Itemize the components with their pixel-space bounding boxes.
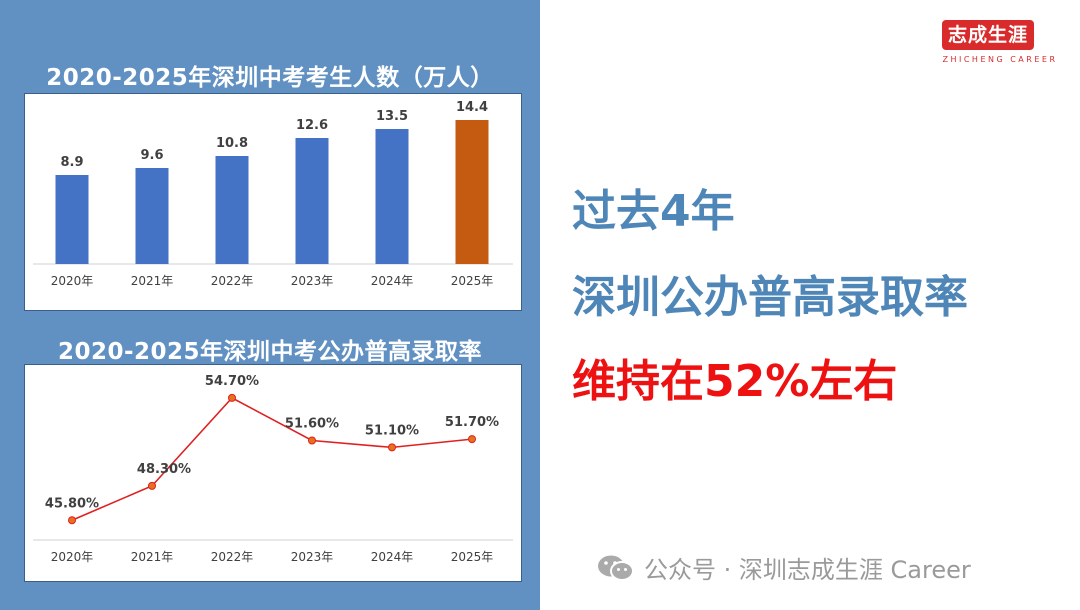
line-value-label: 51.60% [285, 417, 339, 432]
logo-badge: 志成生涯 [942, 20, 1035, 50]
bar-value-label: 13.5 [376, 109, 408, 124]
bar-value-label: 9.6 [140, 148, 163, 163]
bar-x-tick-label: 2025年 [451, 274, 494, 288]
bar [375, 129, 409, 264]
data-point [148, 481, 156, 490]
series-line [71, 396, 473, 521]
data-point [388, 443, 396, 452]
line-value-label: 51.70% [445, 415, 499, 430]
data-point [68, 516, 76, 525]
logo: 志成生涯 ZHICHENG CAREER [940, 20, 1060, 68]
bar-value-label: 10.8 [216, 136, 248, 151]
line-value-label: 45.80% [45, 496, 99, 511]
logo-subtitle: ZHICHENG CAREER [942, 55, 1058, 64]
bar-value-label: 14.4 [456, 100, 488, 115]
bar-chart: 8.9 2020年 9.6 2021年 10.8 2022年 12.6 2023年 13.5 20… [33, 100, 513, 288]
line-x-tick-label: 2024年 [371, 550, 414, 564]
bar-x-tick-label: 2022年 [211, 274, 254, 288]
line-x-tick-label: 2021年 [131, 550, 174, 564]
headline-line-2: 深圳公办普高录取率 [572, 272, 968, 323]
bar [295, 138, 329, 264]
line-value-label: 48.30% [137, 462, 191, 477]
bar-value-label: 8.9 [60, 155, 83, 170]
bar-x-tick-label: 2023年 [291, 274, 334, 288]
line-chart-title: 2020-2025年深圳中考公办普高录取率 [57, 339, 483, 365]
line-value-label: 54.70% [205, 374, 259, 389]
line-x-tick-label: 2020年 [51, 550, 94, 564]
line-x-tick-label: 2025年 [451, 550, 494, 564]
bar-chart-title: 2020-2025年深圳中考考生人数（万人） [46, 65, 494, 91]
bar-x-tick-label: 2024年 [371, 274, 414, 288]
bar [55, 175, 89, 264]
headline-line-3: 维持在52%左右 [572, 356, 898, 407]
data-point [308, 436, 316, 445]
bar-x-tick-label: 2020年 [51, 274, 94, 288]
bar-value-label: 12.6 [296, 118, 328, 133]
left-panel: 2020-2025年深圳中考考生人数（万人） 8.9 2020年 9.6 2021年 1… [0, 0, 540, 610]
bar [135, 168, 169, 264]
line-chart-box: 45.80% 2020年 48.30% 2021年 54.70% 2022年 51.60% 2… [24, 364, 522, 582]
bar [215, 156, 249, 264]
line-value-label: 51.10% [365, 423, 419, 438]
bar [455, 120, 489, 264]
bar-chart-box: 8.9 2020年 9.6 2021年 10.8 2022年 12.6 2023年 13.5 20… [24, 93, 522, 311]
line-x-tick-label: 2023年 [291, 550, 334, 564]
headline-line-1: 过去4年 [572, 186, 735, 237]
line-x-tick-label: 2022年 [211, 550, 254, 564]
wechat-icon [598, 555, 634, 581]
data-point [228, 393, 236, 402]
line-chart: 45.80% 2020年 48.30% 2021年 54.70% 2022年 51.60% 2… [33, 374, 513, 564]
watermark: 公众号 · 深圳志成生涯 Career [596, 550, 971, 585]
bar-x-tick-label: 2021年 [131, 274, 174, 288]
data-point [468, 435, 476, 444]
watermark-text: 公众号 · 深圳志成生涯 Career [644, 556, 971, 584]
